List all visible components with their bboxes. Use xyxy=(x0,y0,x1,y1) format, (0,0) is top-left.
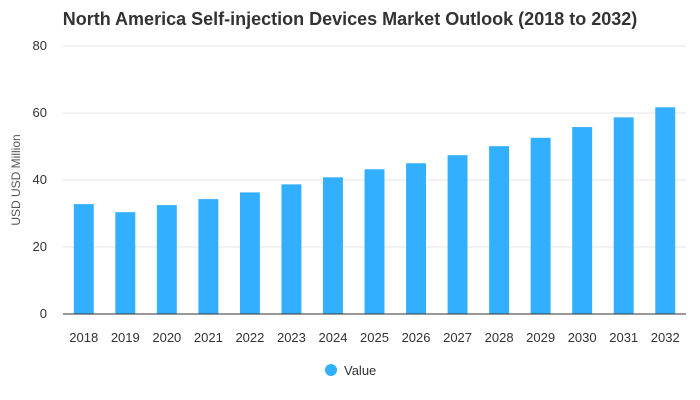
bar-2030[interactable] xyxy=(572,127,593,314)
bar-2022[interactable] xyxy=(239,192,260,314)
x-tick-label-2020: 2020 xyxy=(152,330,181,345)
x-tick-label-2018: 2018 xyxy=(69,330,98,345)
bar-2025[interactable] xyxy=(364,169,385,314)
x-tick-label-2028: 2028 xyxy=(485,330,514,345)
legend-marker-value xyxy=(325,364,337,376)
x-tick-label-2031: 2031 xyxy=(609,330,638,345)
y-tick-label: 0 xyxy=(40,306,47,321)
bar-2018[interactable] xyxy=(73,204,94,314)
y-tick-label: 60 xyxy=(33,105,47,120)
bar-2021[interactable] xyxy=(198,199,219,314)
x-tick-label-2026: 2026 xyxy=(402,330,431,345)
bar-2019[interactable] xyxy=(115,212,136,314)
y-axis-ticks: 0 20 40 60 80 xyxy=(33,38,47,321)
legend[interactable]: Value xyxy=(325,363,376,378)
bar-2020[interactable] xyxy=(156,205,177,314)
bar-2029[interactable] xyxy=(530,137,551,314)
y-tick-label: 40 xyxy=(33,172,47,187)
x-tick-label-2023: 2023 xyxy=(277,330,306,345)
x-tick-label-2022: 2022 xyxy=(235,330,264,345)
chart-title: North America Self-injection Devices Mar… xyxy=(63,9,638,29)
y-tick-label: 20 xyxy=(33,239,47,254)
y-tick-label: 80 xyxy=(33,38,47,53)
y-axis-label: USD USD Million xyxy=(9,134,23,225)
x-tick-label-2025: 2025 xyxy=(360,330,389,345)
legend-label-value: Value xyxy=(344,363,376,378)
x-tick-label-2027: 2027 xyxy=(443,330,472,345)
bar-2023[interactable] xyxy=(281,184,302,314)
bar-2032[interactable] xyxy=(655,107,676,315)
x-tick-label-2032: 2032 xyxy=(651,330,680,345)
x-tick-label-2021: 2021 xyxy=(194,330,223,345)
bar-2026[interactable] xyxy=(406,163,427,314)
bars xyxy=(73,107,676,315)
bar-2027[interactable] xyxy=(447,155,468,314)
x-tick-label-2030: 2030 xyxy=(568,330,597,345)
x-tick-label-2019: 2019 xyxy=(111,330,140,345)
x-axis-ticks: 2018 2019 2020 2021 2022 2023 2024 2025 2026 2027… xyxy=(69,330,679,345)
bar-2031[interactable] xyxy=(613,117,634,314)
bar-2024[interactable] xyxy=(322,177,343,314)
bar-2028[interactable] xyxy=(489,146,510,314)
x-tick-label-2029: 2029 xyxy=(526,330,555,345)
x-tick-label-2024: 2024 xyxy=(319,330,348,345)
